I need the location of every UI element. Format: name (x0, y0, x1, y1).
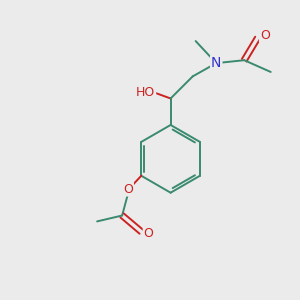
Text: N: N (211, 56, 221, 70)
Text: O: O (260, 29, 270, 42)
Text: HO: HO (136, 86, 155, 99)
Text: O: O (144, 227, 154, 240)
Text: O: O (123, 182, 133, 196)
